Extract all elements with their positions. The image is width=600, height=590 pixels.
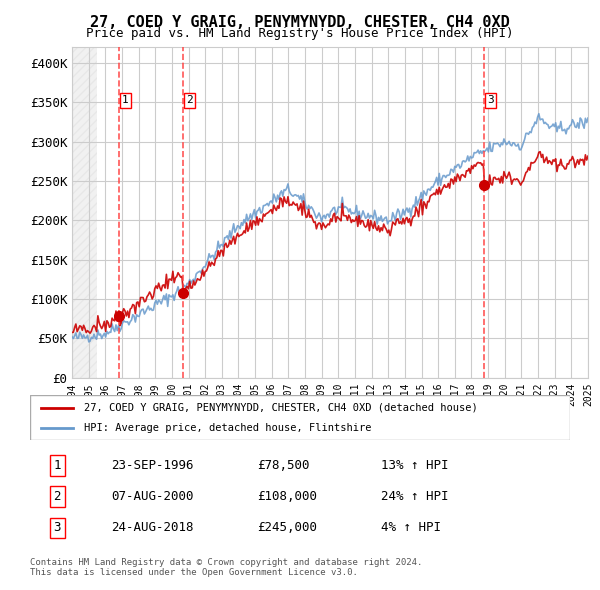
- Text: 2: 2: [187, 96, 193, 106]
- Text: 27, COED Y GRAIG, PENYMYNYDD, CHESTER, CH4 0XD: 27, COED Y GRAIG, PENYMYNYDD, CHESTER, C…: [90, 15, 510, 30]
- Text: HPI: Average price, detached house, Flintshire: HPI: Average price, detached house, Flin…: [84, 424, 371, 434]
- FancyBboxPatch shape: [30, 395, 570, 440]
- Text: 3: 3: [53, 521, 61, 535]
- Text: £108,000: £108,000: [257, 490, 317, 503]
- Text: Price paid vs. HM Land Registry's House Price Index (HPI): Price paid vs. HM Land Registry's House …: [86, 27, 514, 40]
- Text: 13% ↑ HPI: 13% ↑ HPI: [381, 459, 449, 472]
- Text: 1: 1: [53, 459, 61, 472]
- Text: £245,000: £245,000: [257, 521, 317, 535]
- Text: 3: 3: [487, 96, 494, 106]
- Text: 07-AUG-2000: 07-AUG-2000: [111, 490, 193, 503]
- Text: 24-AUG-2018: 24-AUG-2018: [111, 521, 193, 535]
- Text: 24% ↑ HPI: 24% ↑ HPI: [381, 490, 449, 503]
- Text: £78,500: £78,500: [257, 459, 310, 472]
- Text: 23-SEP-1996: 23-SEP-1996: [111, 459, 193, 472]
- Bar: [72, 47, 97, 378]
- Text: 1: 1: [122, 96, 129, 106]
- Text: 27, COED Y GRAIG, PENYMYNYDD, CHESTER, CH4 0XD (detached house): 27, COED Y GRAIG, PENYMYNYDD, CHESTER, C…: [84, 403, 478, 412]
- Text: Contains HM Land Registry data © Crown copyright and database right 2024.
This d: Contains HM Land Registry data © Crown c…: [30, 558, 422, 577]
- Text: 4% ↑ HPI: 4% ↑ HPI: [381, 521, 441, 535]
- Text: 2: 2: [53, 490, 61, 503]
